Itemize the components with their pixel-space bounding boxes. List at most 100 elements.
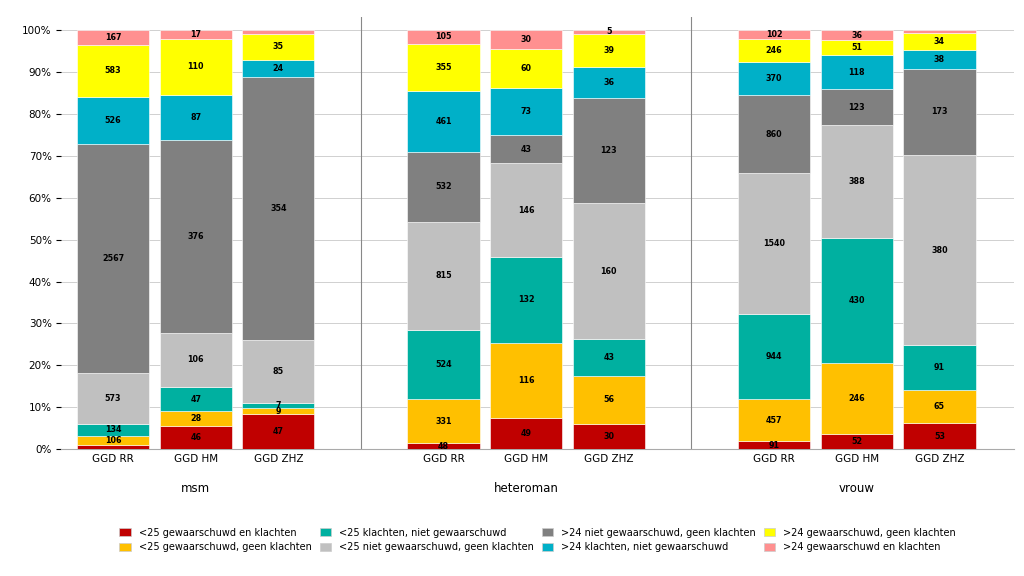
Bar [408, 30, 480, 44]
Bar [408, 44, 480, 90]
Text: 110: 110 [187, 62, 204, 71]
Text: 118: 118 [849, 68, 865, 77]
Text: vrouw: vrouw [839, 482, 874, 495]
Bar [490, 30, 562, 50]
Bar [160, 39, 231, 95]
Bar [738, 173, 810, 313]
Bar [243, 340, 314, 403]
Text: 524: 524 [435, 360, 452, 369]
Bar [243, 403, 314, 408]
Bar [243, 77, 314, 340]
Bar [903, 30, 976, 33]
Text: 43: 43 [603, 353, 614, 362]
Text: 34: 34 [934, 37, 945, 46]
Text: 167: 167 [104, 33, 121, 42]
Bar [243, 59, 314, 77]
Bar [903, 391, 976, 423]
Bar [408, 151, 480, 222]
Bar [490, 418, 562, 449]
Bar [77, 424, 150, 436]
Text: 132: 132 [518, 295, 535, 305]
Bar [243, 415, 314, 449]
Text: 376: 376 [187, 232, 204, 241]
Bar [408, 443, 480, 449]
Text: heteroman: heteroman [494, 482, 559, 495]
Bar [903, 345, 976, 391]
Text: 380: 380 [931, 245, 947, 255]
Text: 30: 30 [603, 432, 614, 441]
Text: 36: 36 [603, 78, 614, 87]
Bar [490, 50, 562, 88]
Text: msm: msm [181, 482, 210, 495]
Bar [243, 33, 314, 59]
Bar [572, 67, 645, 98]
Bar [572, 34, 645, 67]
Text: 7: 7 [275, 401, 282, 410]
Text: 51: 51 [851, 43, 862, 52]
Text: 457: 457 [766, 416, 782, 425]
Bar [490, 88, 562, 135]
Text: 532: 532 [435, 183, 452, 191]
Bar [77, 97, 150, 143]
Text: 60: 60 [521, 64, 531, 73]
Bar [490, 257, 562, 343]
Bar [820, 40, 893, 55]
Bar [738, 39, 810, 62]
Bar [820, 238, 893, 363]
Text: 331: 331 [435, 416, 452, 426]
Text: 73: 73 [521, 107, 531, 116]
Text: 106: 106 [104, 436, 121, 445]
Bar [160, 140, 231, 333]
Text: 91: 91 [769, 441, 779, 450]
Text: 430: 430 [849, 296, 865, 305]
Bar [738, 399, 810, 441]
Bar [903, 423, 976, 449]
Text: 2567: 2567 [102, 253, 124, 263]
Bar [738, 30, 810, 39]
Bar [572, 339, 645, 376]
Text: 49: 49 [521, 429, 531, 438]
Text: 38: 38 [934, 55, 945, 64]
Bar [738, 441, 810, 449]
Bar [820, 89, 893, 125]
Text: 87: 87 [190, 113, 202, 122]
Text: 35: 35 [272, 42, 284, 51]
Text: 370: 370 [766, 74, 782, 83]
Text: 146: 146 [518, 206, 535, 215]
Bar [408, 330, 480, 399]
Bar [490, 135, 562, 163]
Text: 47: 47 [272, 427, 284, 437]
Bar [160, 30, 231, 39]
Bar [572, 376, 645, 424]
Bar [77, 143, 150, 373]
Text: 43: 43 [521, 145, 531, 154]
Text: 52: 52 [851, 437, 862, 446]
Bar [160, 426, 231, 449]
Bar [820, 434, 893, 449]
Bar [820, 55, 893, 89]
Text: 9: 9 [275, 407, 282, 416]
Bar [408, 90, 480, 151]
Bar [160, 95, 231, 140]
Text: 573: 573 [104, 394, 121, 403]
Bar [572, 30, 645, 34]
Text: 48: 48 [438, 442, 450, 450]
Text: 388: 388 [849, 177, 865, 186]
Bar [903, 33, 976, 50]
Bar [738, 313, 810, 399]
Text: 53: 53 [934, 431, 945, 441]
Text: 461: 461 [435, 117, 452, 126]
Text: 102: 102 [766, 30, 782, 39]
Bar [903, 50, 976, 69]
Text: 246: 246 [766, 46, 782, 55]
Text: 246: 246 [849, 394, 865, 403]
Text: 123: 123 [849, 103, 865, 112]
Bar [903, 69, 976, 155]
Bar [160, 387, 231, 411]
Text: 46: 46 [190, 433, 201, 442]
Text: 123: 123 [600, 146, 617, 155]
Text: 85: 85 [272, 366, 284, 376]
Bar [408, 222, 480, 330]
Bar [903, 155, 976, 345]
Bar [738, 62, 810, 95]
